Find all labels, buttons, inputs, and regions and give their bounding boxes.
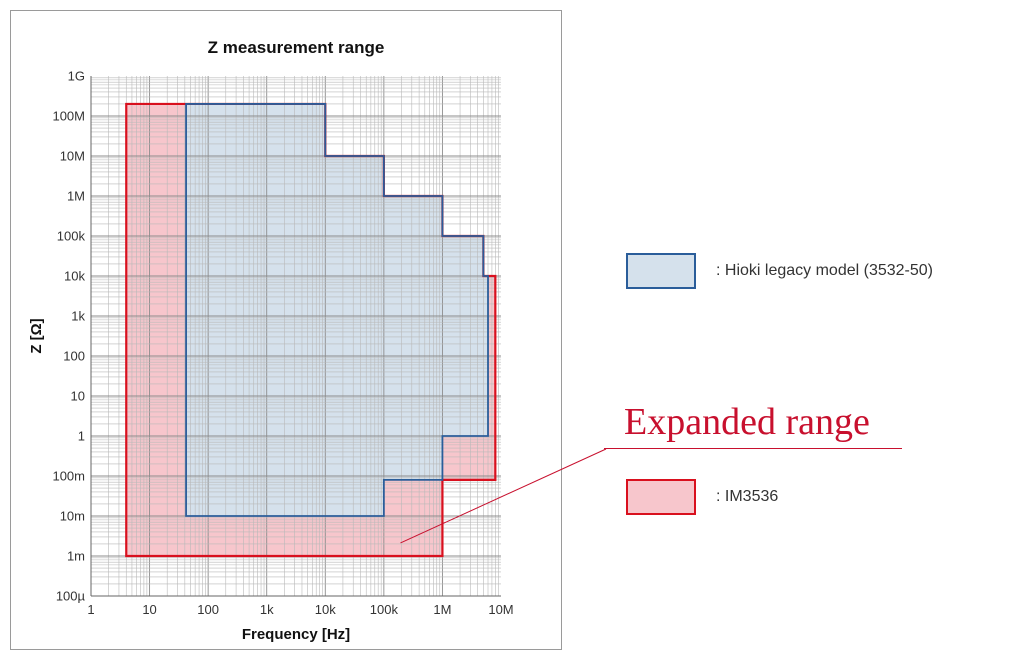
y-tick-label: 100 (63, 349, 85, 364)
y-tick-label: 1G (68, 69, 85, 84)
series-area-1 (186, 103, 489, 517)
x-tick-label: 10M (488, 602, 513, 617)
annotation-expanded-range: Expanded range (624, 401, 870, 443)
grid-lines (90, 76, 501, 597)
x-axis-label: Frequency [Hz] (242, 626, 350, 643)
x-tick-label: 10 (142, 602, 156, 617)
x-tick-label: 1 (87, 602, 94, 617)
chart-panel: 1 10 100 1k 10k 100k 1M 10M 100µ 1m 10m 100m 1 10 100 1… (10, 10, 562, 650)
x-tick-label: 10k (315, 602, 336, 617)
y-tick-label: 100k (57, 229, 86, 244)
x-tick-label: 1k (260, 602, 274, 617)
legend-label-legacy-model: : Hioki legacy model (3532-50) (716, 262, 933, 279)
legend-swatch-im3536 (626, 479, 696, 515)
y-tick-label: 100m (52, 469, 85, 484)
annotation-underline (604, 448, 902, 449)
legend-label-im3536: : IM3536 (716, 488, 779, 505)
chart-plot: 1 10 100 1k 10k 100k 1M 10M 100µ 1m 10m 100m 1 10 100 1… (28, 38, 514, 643)
legend-swatch-legacy-model (626, 253, 696, 289)
x-tick-label: 100 (197, 602, 219, 617)
y-tick-label: 10k (64, 269, 85, 284)
y-tick-label: 1M (67, 189, 85, 204)
y-tick-label: 10M (60, 149, 85, 164)
y-tick-label: 100µ (56, 589, 86, 604)
y-tick-label: 1k (71, 309, 85, 324)
chart-title: Z measurement range (208, 38, 385, 57)
x-tick-label: 1M (433, 602, 451, 617)
y-tick-label: 10 (71, 389, 85, 404)
y-tick-label: 1m (67, 549, 85, 564)
x-tick-label: 100k (370, 602, 399, 617)
y-tick-label: 1 (78, 429, 85, 444)
y-axis-label: Z [Ω] (28, 318, 45, 353)
y-tick-label: 100M (52, 109, 85, 124)
y-tick-label: 10m (60, 509, 85, 524)
